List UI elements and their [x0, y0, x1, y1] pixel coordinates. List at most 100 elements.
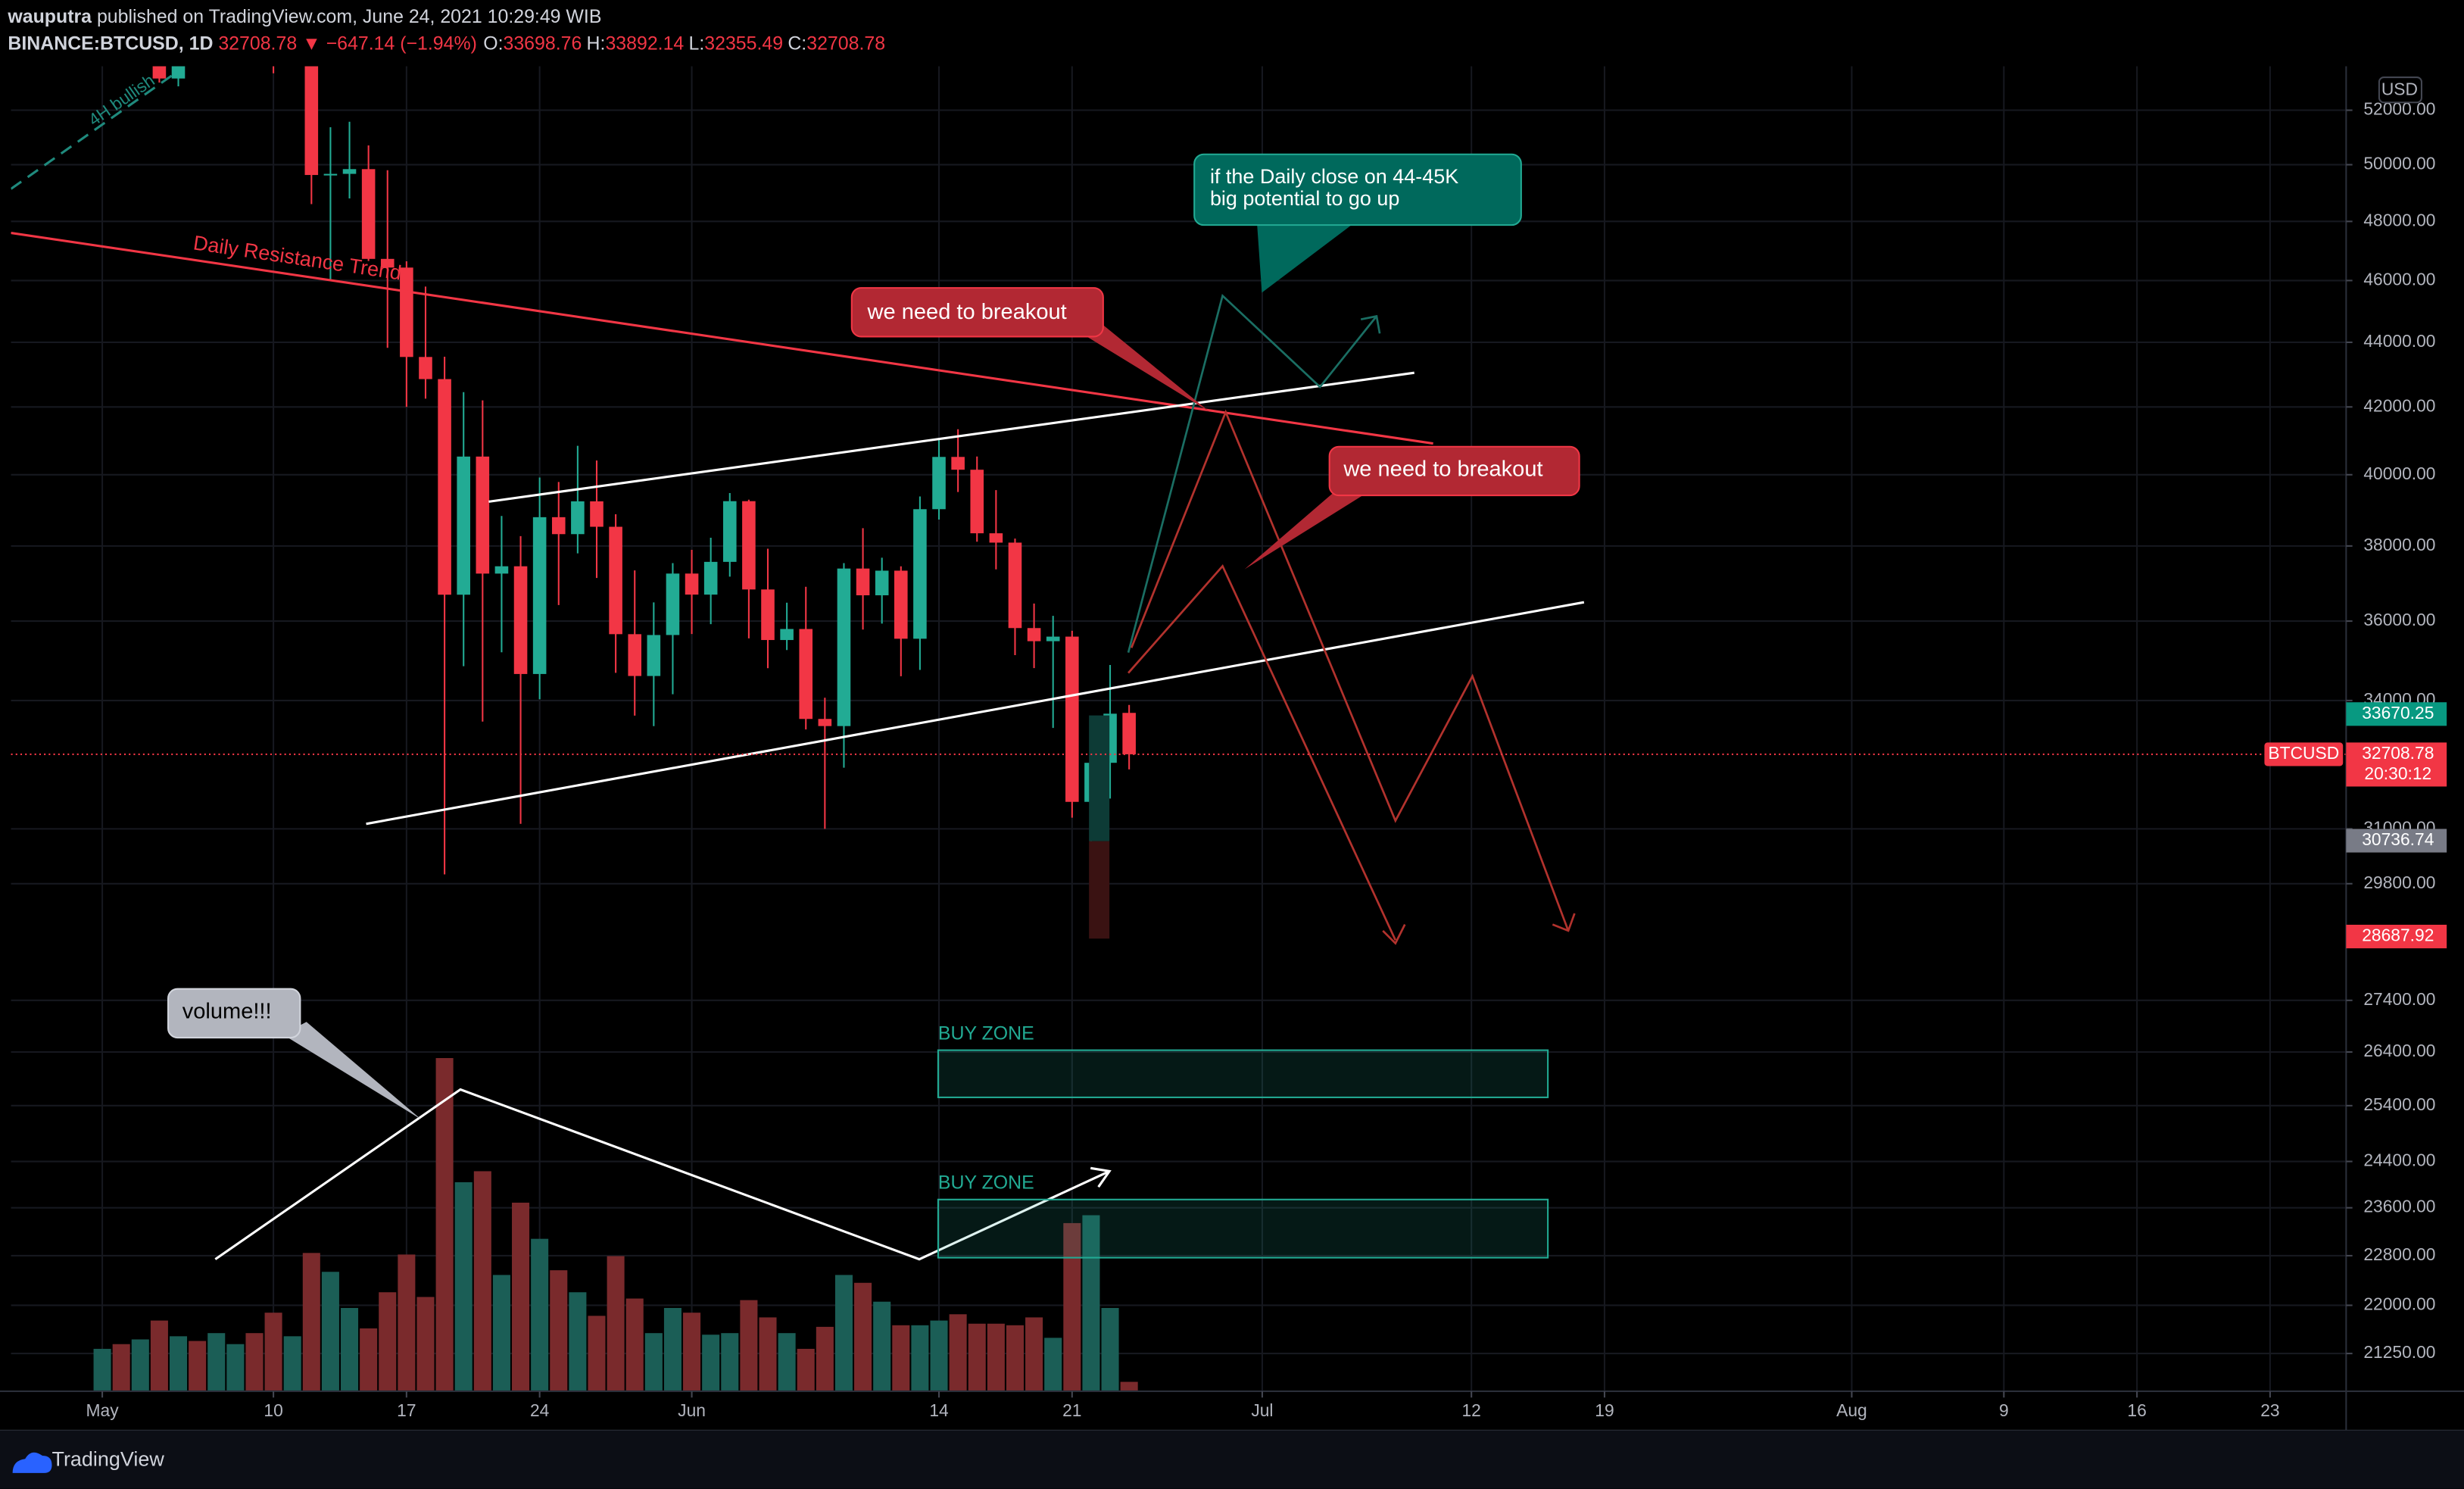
- y-tick-label: 22800.00: [2363, 1244, 2435, 1264]
- volume-bar: [702, 1334, 720, 1391]
- volume-bar: [949, 1314, 967, 1391]
- volume-bar: [473, 1171, 491, 1391]
- arrowhead: [1090, 1166, 1112, 1188]
- currency: USD: [2381, 80, 2418, 99]
- volume-bar: [968, 1323, 986, 1391]
- candle-body: [323, 173, 338, 176]
- callout-pointer: [282, 1022, 422, 1119]
- x-tick-label: 12: [1461, 1400, 1480, 1420]
- candle-body: [532, 517, 547, 674]
- candle-body: [494, 566, 509, 574]
- last-price: 32708.78: [218, 33, 297, 54]
- candle-body: [761, 589, 775, 641]
- volume-bar: [379, 1292, 397, 1391]
- published: published on TradingView.com, June 24, 2…: [97, 6, 602, 27]
- price-label: 32708.78: [2362, 743, 2434, 763]
- candle-body: [989, 533, 1003, 543]
- drawings: Daily Resistance Trend 4H bullish if the…: [11, 70, 1585, 1261]
- y-tick-label: 36000.00: [2363, 610, 2435, 629]
- ohlc-value: 32708.78: [806, 33, 885, 54]
- symbol-box: [2264, 742, 2344, 766]
- candle-body: [837, 568, 851, 726]
- callout-text: if the Daily close on 44-45K: [1210, 165, 1458, 188]
- volume-bar: [360, 1328, 378, 1391]
- brand: TradingView: [51, 1447, 164, 1470]
- volume-bar: [226, 1344, 245, 1391]
- volume-bar: [721, 1333, 739, 1391]
- candle-body: [685, 573, 699, 595]
- projection-up: [1127, 293, 1377, 653]
- volume-bar: [911, 1325, 929, 1391]
- candle-body: [970, 470, 984, 534]
- volume-bar: [797, 1348, 815, 1391]
- candle-body: [152, 66, 167, 79]
- volume-layer: [93, 1058, 1138, 1391]
- volume-bar: [987, 1323, 1005, 1391]
- y-tick-label: 38000.00: [2363, 535, 2435, 554]
- y-tick-label: 44000.00: [2363, 331, 2435, 351]
- candle-body: [419, 357, 432, 379]
- callout-text: volume!!!: [182, 1000, 272, 1024]
- volume-bar: [1025, 1317, 1043, 1391]
- price-label: 33670.25: [2362, 703, 2434, 723]
- symbol-legend: BINANCE:BTCUSD, 1D 32708.78 ▼ −647.14 (−…: [8, 33, 885, 54]
- axes: 52000.0050000.0048000.0046000.0044000.00…: [86, 99, 2447, 1420]
- x-tick-label: 19: [1595, 1400, 1614, 1420]
- price-label-box: [2346, 829, 2447, 853]
- ohlc-label: O:: [483, 33, 503, 54]
- footer-bar: [0, 1430, 2464, 1489]
- arrowhead: [1382, 924, 1406, 945]
- volume-bar: [341, 1307, 359, 1391]
- volume-bar: [189, 1341, 207, 1391]
- volume-bar: [150, 1320, 168, 1391]
- candle-body: [304, 66, 319, 176]
- price-label: 28687.92: [2362, 926, 2434, 945]
- volume-bar: [1120, 1381, 1138, 1391]
- ohlc-value: 33892.14: [605, 33, 684, 54]
- callout-text: big potential to go up: [1210, 187, 1399, 210]
- volume-bar: [607, 1256, 625, 1391]
- candle-body: [457, 456, 470, 595]
- volume-bar: [531, 1238, 549, 1391]
- ohlc-value: 33698.76: [504, 33, 582, 54]
- candle-body: [361, 169, 376, 259]
- y-tick-label: 40000.00: [2363, 464, 2435, 483]
- x-tick-label: 16: [2127, 1400, 2146, 1420]
- x-tick-label: 14: [929, 1400, 949, 1420]
- volume-bar: [245, 1333, 264, 1391]
- y-tick-label: 50000.00: [2363, 153, 2435, 173]
- y-tick-label: 27400.00: [2363, 989, 2435, 1009]
- candle-body: [875, 570, 889, 595]
- callout-text: we need to breakout: [867, 300, 1067, 324]
- volume-bar: [416, 1297, 435, 1391]
- candle-body: [609, 526, 622, 635]
- channel-lower: [366, 601, 1585, 826]
- volume-bar: [169, 1336, 188, 1391]
- channel-upper: [488, 371, 1414, 503]
- arrowhead: [1552, 913, 1576, 932]
- candle-body: [913, 509, 927, 639]
- x-tick-label: Jun: [678, 1400, 706, 1420]
- candle-body: [590, 501, 604, 527]
- y-tick-label: 25400.00: [2363, 1094, 2435, 1114]
- range-box: [1089, 715, 1110, 841]
- y-tick-label: 21250.00: [2363, 1342, 2435, 1362]
- grid: [11, 66, 2347, 1391]
- y-tick-label: 26400.00: [2363, 1041, 2435, 1060]
- volume-bar: [644, 1333, 663, 1391]
- x-tick-label: 24: [530, 1400, 550, 1420]
- ohlc-value: 32355.49: [704, 33, 783, 54]
- callout-box: [1193, 153, 1522, 226]
- candle-body: [628, 634, 642, 676]
- volume-bar: [834, 1275, 853, 1391]
- y-tick-label: 42000.00: [2363, 395, 2435, 415]
- bullish-line: [11, 71, 177, 190]
- candle-body: [647, 635, 661, 676]
- symbol-label: BTCUSD: [2268, 743, 2339, 763]
- callout-box: [850, 287, 1104, 338]
- candle-body: [438, 379, 451, 595]
- volume-bar: [302, 1253, 320, 1391]
- ohlc-label: H:: [587, 33, 606, 54]
- header-line: wauputra published on TradingView.com, J…: [7, 6, 601, 27]
